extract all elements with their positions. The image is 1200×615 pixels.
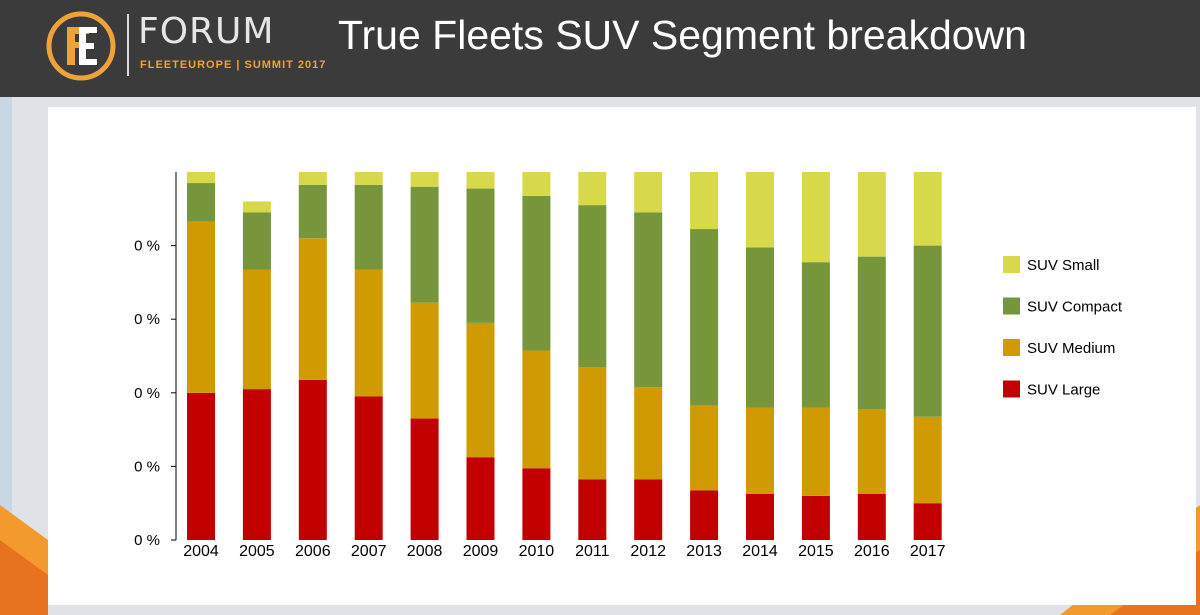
y-tick-label: 0 % (134, 532, 160, 549)
y-tick-label: 0 % (134, 238, 160, 255)
bar-segment (690, 172, 719, 230)
y-tick-label: 0 % (134, 385, 160, 402)
legend-swatch (1003, 297, 1020, 315)
bar-segment (522, 350, 551, 469)
bar-segment (522, 468, 551, 540)
x-tick-label: 2007 (351, 543, 387, 560)
x-tick-label: 2017 (910, 543, 946, 560)
x-tick-label: 2009 (463, 543, 499, 560)
bar-segment (578, 205, 607, 368)
bar-segment (746, 494, 774, 540)
bar-segment (690, 405, 719, 491)
bar-segment (242, 269, 271, 390)
legend-label: SUV Large (1027, 382, 1100, 399)
x-tick-label: 2004 (183, 543, 219, 560)
legend-swatch (1003, 380, 1020, 398)
y-tick-label: 0 % (134, 458, 160, 475)
bars (187, 172, 942, 540)
bar-segment (354, 269, 383, 397)
bar-segment (354, 172, 383, 185)
legend-label: SUV Compact (1027, 299, 1123, 316)
legend-swatch (1003, 339, 1020, 356)
forum-logo-icon (46, 11, 116, 81)
bar-segment (466, 188, 495, 323)
slide-header: FORUM FLEETEUROPE | SUMMIT 2017 True Fle… (0, 0, 1200, 97)
bar-segment (801, 172, 830, 263)
bar-segment (410, 172, 439, 187)
bar-segment (522, 172, 551, 196)
bar-segment (746, 407, 774, 494)
bar-segment (187, 183, 215, 222)
bar-segment (857, 256, 886, 410)
y-tick-label: 0 % (134, 311, 160, 328)
y-axis: 0 % 0 % 0 % 0 % 0 % (134, 172, 177, 549)
x-tick-label: 2012 (630, 543, 666, 560)
bar-segment (857, 172, 886, 257)
bar-segment (634, 212, 663, 388)
bar-segment (187, 221, 215, 393)
bar-segment (634, 172, 663, 213)
bar-segment (298, 172, 327, 185)
legend: SUV Small SUV Compact SUV Medium SUV Large (1003, 256, 1123, 399)
bar-segment (298, 379, 327, 540)
bar-segment (634, 387, 663, 480)
x-tick-label: 2013 (686, 543, 722, 560)
x-tick-label: 2006 (295, 543, 331, 560)
bar-segment (298, 184, 327, 239)
x-tick-label: 2011 (575, 543, 610, 560)
bar-segment (410, 302, 439, 419)
bar-segment (410, 418, 439, 540)
bar-segment (578, 479, 607, 540)
bar-segment (913, 245, 942, 417)
bar-segment (913, 172, 942, 246)
x-tick-label: 2010 (519, 543, 555, 560)
bar-segment (187, 392, 215, 540)
bar-segment (410, 186, 439, 303)
bar-segment (242, 389, 271, 540)
bar-segment (466, 457, 495, 540)
bar-segment (801, 495, 830, 540)
x-tick-label: 2015 (798, 543, 834, 560)
legend-swatch (1003, 256, 1020, 273)
bar-segment (801, 407, 830, 496)
bar-segment (578, 367, 607, 480)
bar-segment (746, 172, 774, 248)
bar-segment (187, 172, 215, 184)
legend-label: SUV Small (1027, 257, 1100, 274)
legend-label: SUV Medium (1027, 340, 1115, 357)
bar-segment (746, 247, 774, 408)
x-tick-label: 2008 (407, 543, 443, 560)
bar-segment (466, 172, 495, 189)
slide-title: True Fleets SUV Segment breakdown (338, 12, 1027, 58)
bar-segment (242, 212, 271, 270)
bar-segment (578, 172, 607, 206)
bar-segment (354, 184, 383, 270)
bar-segment (913, 503, 942, 540)
x-tick-label: 2016 (854, 543, 890, 560)
bar-segment (913, 416, 942, 504)
brand-name: FORUM (138, 11, 275, 52)
bar-segment (690, 490, 719, 540)
logo-divider (127, 14, 129, 76)
bar-segment (466, 322, 495, 458)
bar-segment (857, 494, 886, 540)
bar-segment (298, 238, 327, 380)
bar-segment (801, 262, 830, 408)
orange-decoration-left (0, 505, 48, 615)
brand-subtitle: FLEETEUROPE | SUMMIT 2017 (140, 59, 327, 71)
x-tick-label: 2014 (742, 543, 778, 560)
bar-segment (857, 409, 886, 494)
bar-segment (242, 201, 271, 213)
slide-left-strip (0, 97, 12, 615)
bar-segment (354, 396, 383, 540)
x-axis-labels: 2004 2005 2006 2007 2008 2009 2010 2011 2012 2013… (183, 543, 945, 560)
bar-segment (522, 195, 551, 351)
bar-segment (634, 479, 663, 540)
bar-segment (690, 229, 719, 406)
x-tick-label: 2005 (239, 543, 275, 560)
